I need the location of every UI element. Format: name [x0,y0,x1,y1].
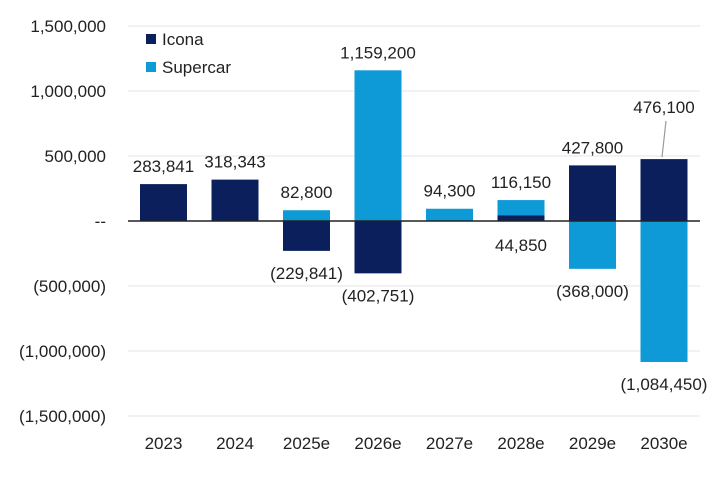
data-label-2024: 318,343 [204,153,265,172]
leader-lines [661,120,667,158]
x-tick-label-2030e: 2030e [640,434,687,453]
data-label-2030e: 476,100 [633,98,694,117]
bars [140,70,688,362]
data-labels: 283,841 318,343 82,800 (229,841) 1,159,200 (4… [133,43,708,394]
y-tick-label: (1,000,000) [19,342,106,361]
legend: Icona Supercar [146,30,231,77]
x-tick-label-2025e: 2025e [283,434,330,453]
legend-swatch-icona [146,34,156,44]
leader-line-2030e [661,120,667,158]
bar-icona-2028e [497,215,545,221]
x-tick-label-2029e: 2029e [569,434,616,453]
x-tick-label-2028e: 2028e [497,434,544,453]
x-tick-label-2026e: 2026e [354,434,401,453]
gridlines [128,25,700,417]
y-tick-label: -- [95,212,106,231]
bar-icona-2026e [354,221,402,274]
data-label-2025e: 82,800 [281,183,333,202]
data-label-2025e: (229,841) [270,264,343,283]
y-tick-label: 1,500,000 [30,17,106,36]
bar-supercar-2025e [283,210,330,221]
bar-supercar-2030e [640,221,688,362]
x-tick-label-2023: 2023 [145,434,183,453]
y-tick-label: (1,500,000) [19,407,106,426]
data-label-2026e: (402,751) [342,286,415,305]
y-tick-label: (500,000) [33,277,106,296]
x-tick-label-2024: 2024 [216,434,254,453]
data-label-2029e: 427,800 [562,138,623,157]
legend-swatch-supercar [146,62,156,72]
bar-icona-2024 [211,179,259,221]
bar-icona-2030e [640,159,688,221]
data-label-2029e: (368,000) [556,282,629,301]
bar-icona-2025e [283,221,330,251]
data-label-2026e: 1,159,200 [340,43,416,62]
legend-label-supercar: Supercar [162,58,231,77]
bar-icona-2023 [140,184,187,221]
bar-supercar-2029e [569,221,616,269]
data-label-2023: 283,841 [133,157,194,176]
x-axis-ticks: 2023 2024 2025e 2026e 2027e 2028e 2029e 2030e [145,434,688,453]
bar-icona-2029e [569,165,616,221]
data-label-2027e: 94,300 [424,182,476,201]
y-tick-label: 1,000,000 [30,82,106,101]
data-label-2030e: (1,084,450) [621,375,708,394]
bar-supercar-2028e [497,200,545,216]
legend-label-icona: Icona [162,30,204,49]
data-label-2028e: 44,850 [495,236,547,255]
bar-supercar-2027e [426,208,473,221]
data-label-2028e: 116,150 [491,173,551,192]
y-axis-ticks: 1,500,000 1,000,000 500,000 -- (500,000) (1,0… [19,17,106,426]
x-tick-label-2027e: 2027e [426,434,473,453]
bar-supercar-2026e [354,70,402,221]
y-tick-label: 500,000 [45,147,106,166]
